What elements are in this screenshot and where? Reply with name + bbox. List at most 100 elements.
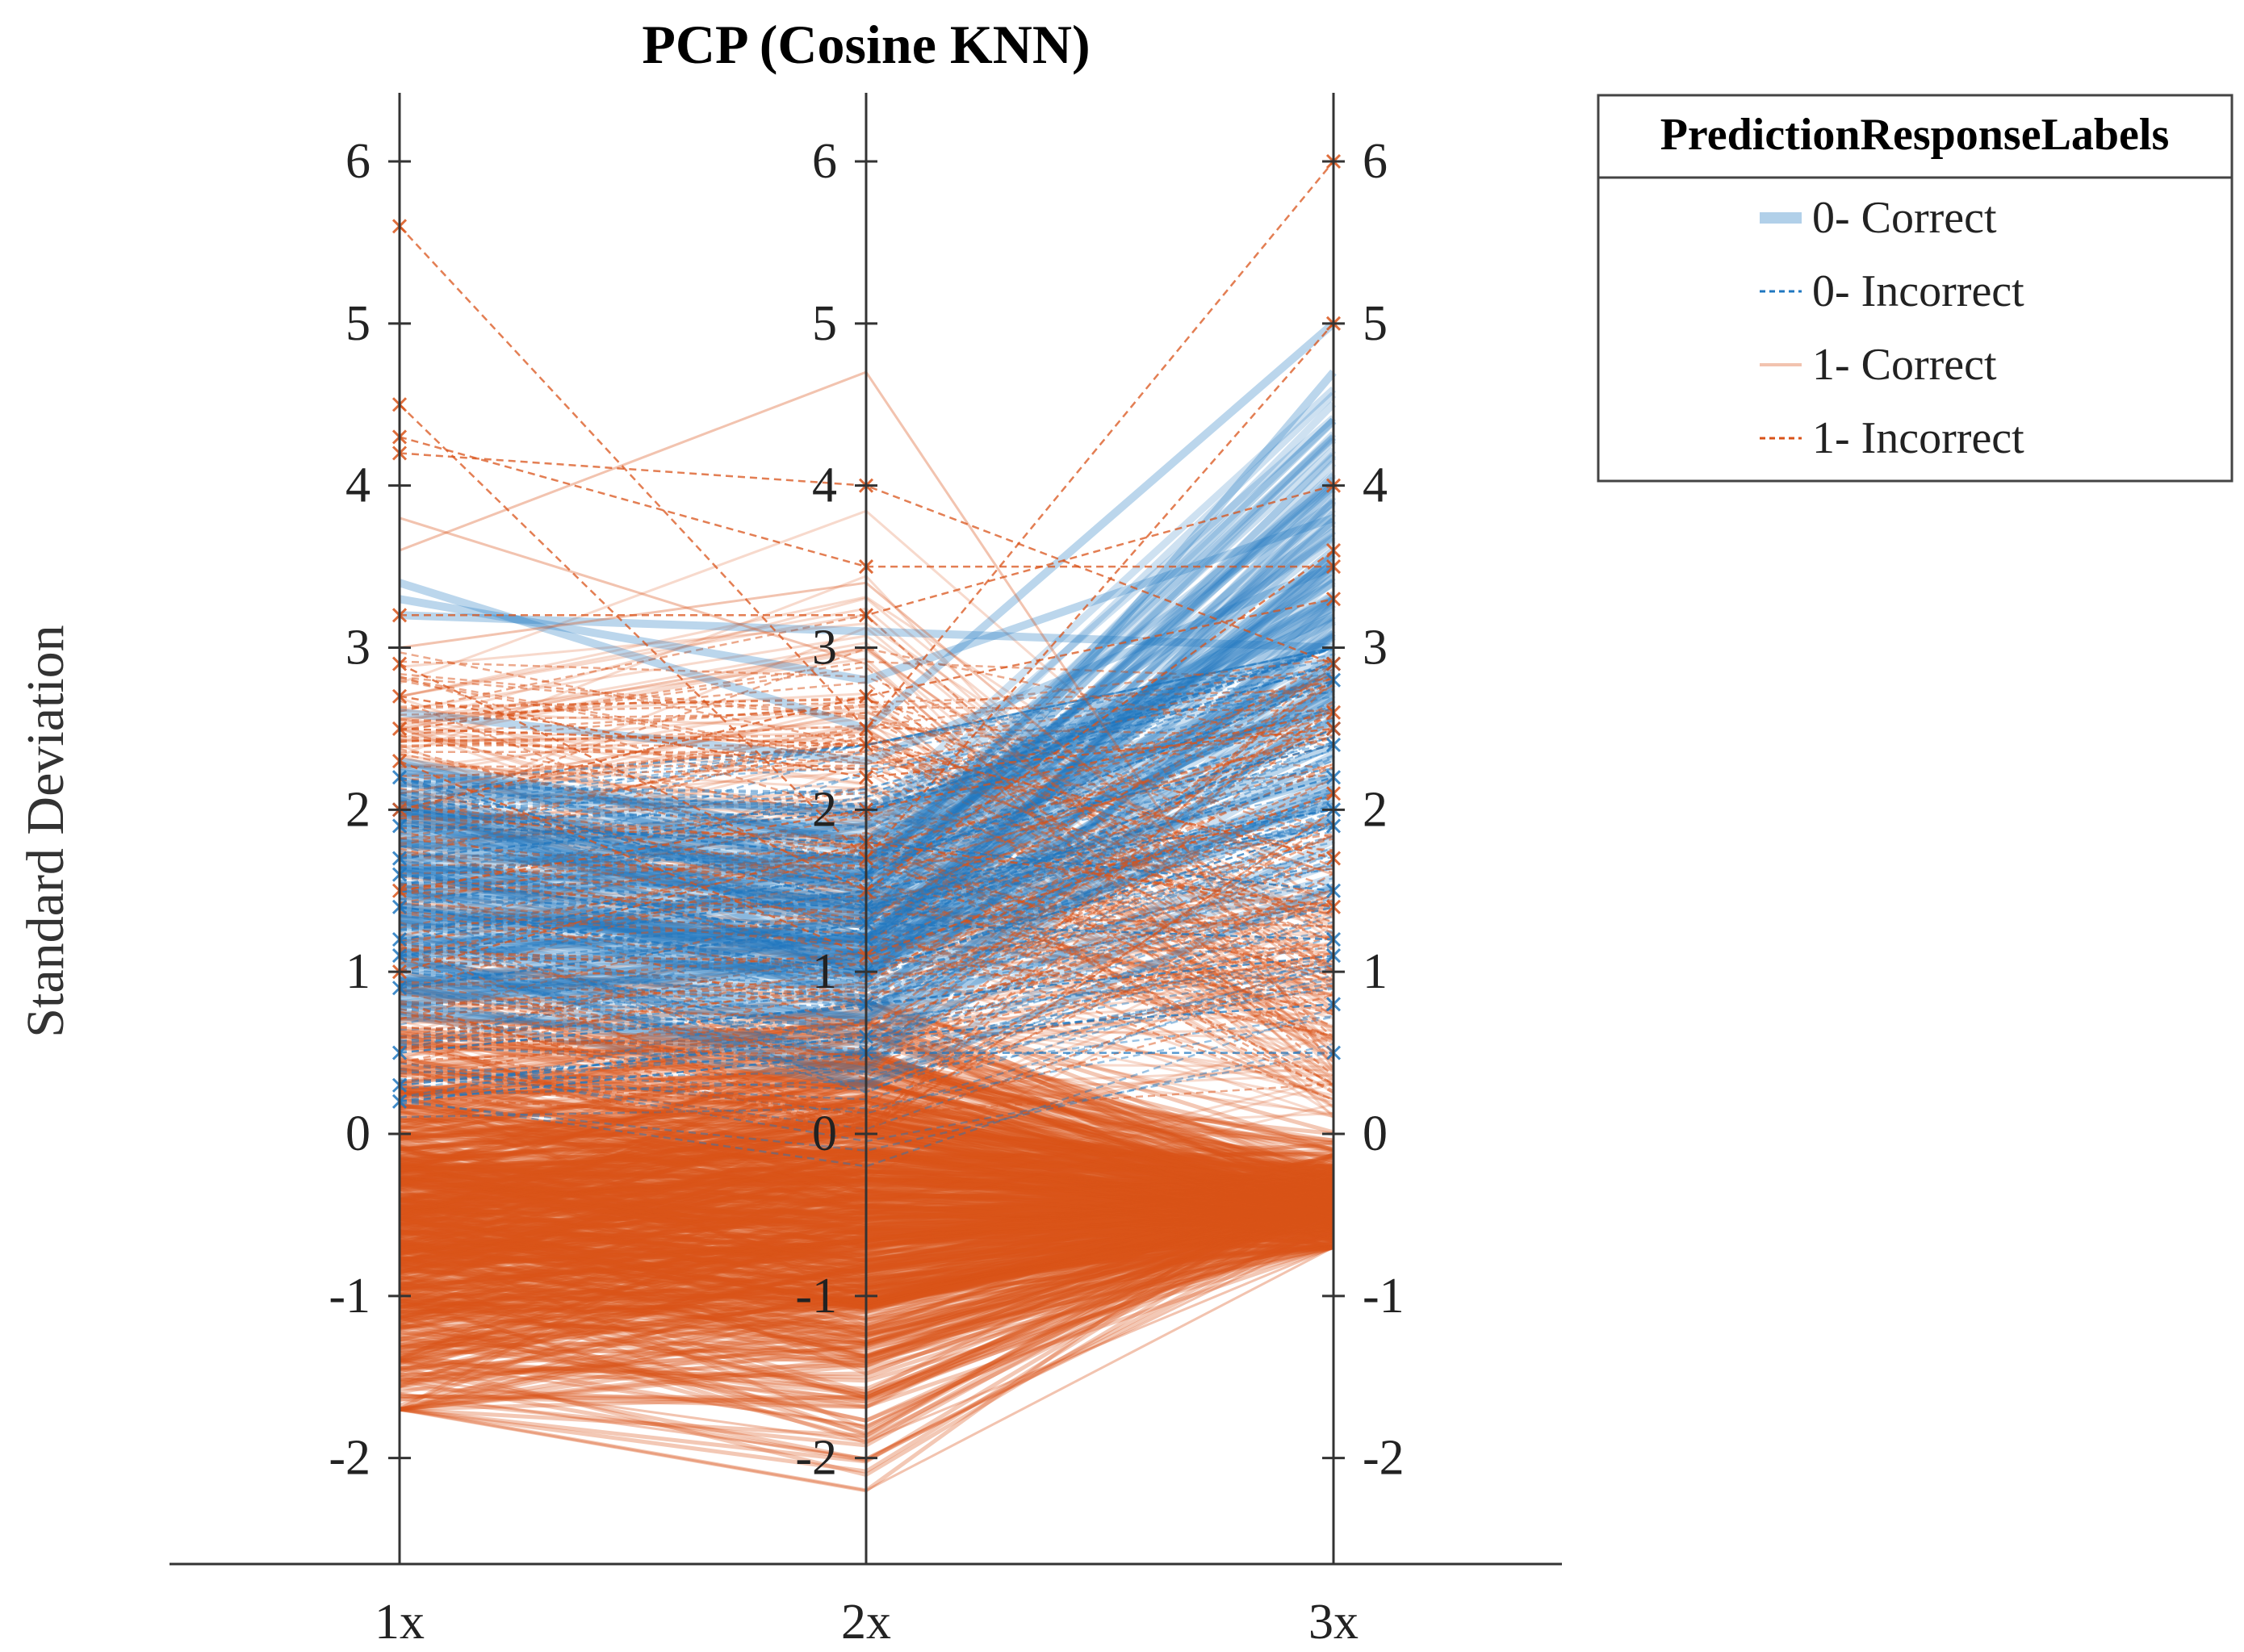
- x-tick-label-1x: 1x: [375, 1595, 425, 1650]
- y-tick-label: 1: [345, 944, 371, 999]
- y-tick-label: 4: [1363, 458, 1388, 513]
- polyline: [399, 1052, 1333, 1103]
- y-tick-label: -1: [795, 1269, 837, 1324]
- y-tick-label: 3: [1363, 621, 1388, 675]
- polyline-0-incorrect: [399, 915, 1334, 1084]
- y-tick-label: 5: [345, 296, 371, 351]
- y-axis-title: Standard Deviation: [16, 625, 75, 1037]
- y-tick-label: 1: [812, 944, 837, 999]
- y-tick-label: 1: [1363, 944, 1388, 999]
- y-tick-label: 2: [345, 782, 371, 837]
- polyline: [399, 776, 1334, 909]
- polyline: [399, 549, 1334, 893]
- polyline-1-incorrect: [399, 902, 1334, 1049]
- y-tick-label: 0: [1363, 1106, 1388, 1161]
- y-tick-label: 2: [812, 782, 837, 837]
- polyline-0-incorrect: [399, 646, 1334, 813]
- x-tick-label-2x: 2x: [841, 1595, 891, 1650]
- polyline-1-incorrect: [399, 703, 1334, 935]
- y-tick-label: 3: [812, 621, 837, 675]
- polyline-1-incorrect: [399, 956, 1334, 1123]
- polyline-1-incorrect: [399, 752, 1334, 924]
- polyline-1-incorrect: [399, 935, 1334, 1065]
- y-tick-label: 6: [345, 134, 371, 189]
- polyline: [399, 161, 1334, 730]
- polyline-1-incorrect: [399, 706, 1334, 1135]
- chart-title: PCP (Cosine KNN): [642, 14, 1090, 75]
- y-tick-label: 4: [812, 458, 837, 513]
- polyline-0-incorrect: [399, 799, 1334, 978]
- y-tick-label: -2: [795, 1431, 837, 1486]
- polyline-1-incorrect: [399, 734, 1334, 889]
- polyline-1-incorrect: [399, 902, 1334, 950]
- polyline-0-incorrect: [399, 921, 1334, 1039]
- polyline-1-incorrect: [399, 803, 1334, 1092]
- ticks-layer: -2 -2 -2 -1 -1 -1 0 0 0 1 1 1 2 2 2 3 3 3 4 4 4 5 5 5 6 6 6: [329, 134, 1404, 1486]
- polyline-1-incorrect: [399, 833, 1334, 1021]
- polyline-1-incorrect: [399, 893, 1334, 1016]
- polyline-1-incorrect: [399, 777, 1334, 978]
- y-tick-label: 0: [812, 1106, 837, 1161]
- polyline-1-incorrect: [399, 1072, 1334, 1116]
- polyline-1-incorrect: [399, 659, 1334, 921]
- polyline: [399, 841, 1334, 973]
- polyline-0-incorrect: [399, 945, 1334, 1007]
- polyline-1-incorrect: [399, 763, 1334, 978]
- polyline-0-incorrect: [399, 974, 1334, 1115]
- polyline-1-incorrect: [399, 726, 1334, 847]
- polyline-1-incorrect: [399, 671, 1334, 944]
- axes-layer: [170, 93, 1562, 1566]
- polyline-1-incorrect: [399, 774, 1334, 830]
- x-tick-label-3x: 3x: [1308, 1595, 1359, 1650]
- legend-title: PredictionResponseLabels: [1660, 110, 2170, 160]
- y-tick-label: 4: [345, 458, 371, 513]
- polyline-1-incorrect: [399, 666, 1334, 1077]
- polyline-1-incorrect: [399, 743, 1334, 864]
- polyline-0-incorrect: [399, 653, 1334, 818]
- y-tick-label: -1: [1363, 1269, 1405, 1324]
- y-tick-label: 3: [345, 621, 371, 675]
- legend: PredictionResponseLabels 0- Correct 0- I…: [1597, 94, 2234, 483]
- y-tick-label: -2: [329, 1431, 371, 1486]
- polyline: [399, 436, 1333, 568]
- polyline-1-incorrect: [399, 662, 1334, 1112]
- polyline-1-incorrect: [399, 676, 1334, 891]
- polyline-1-incorrect: [399, 703, 1334, 1002]
- polyline-0-incorrect: [399, 707, 1334, 933]
- y-tick-label: 0: [345, 1106, 371, 1161]
- y-tick-label: -2: [1363, 1431, 1405, 1486]
- polyline-1-incorrect: [399, 647, 1334, 817]
- polyline-1-incorrect: [399, 809, 1334, 1135]
- polyline-1-incorrect: [399, 820, 1334, 1119]
- polyline-0-incorrect: [399, 835, 1334, 1006]
- polyline-0-incorrect: [399, 1006, 1334, 1168]
- y-tick-label: 2: [1363, 782, 1388, 837]
- x-tick-labels: 1x 2x 3x: [375, 1553, 1359, 1650]
- polyline-1-incorrect: [399, 875, 1334, 1101]
- polyline-1-incorrect: [399, 676, 1334, 830]
- legend-label-0-incorrect: 0- Incorrect: [1812, 266, 2024, 316]
- polyline-0-incorrect: [399, 805, 1334, 977]
- polyline: [399, 743, 1334, 859]
- y-tick-label: 5: [1363, 296, 1388, 351]
- polyline-1-incorrect: [399, 725, 1334, 771]
- legend-box: [1597, 94, 2234, 483]
- polyline: [399, 727, 1334, 941]
- legend-label-1-correct: 1- Correct: [1812, 340, 1997, 390]
- polyline-0-incorrect: [399, 1043, 1334, 1152]
- polyline: [399, 452, 1334, 665]
- polyline-0-incorrect: [399, 646, 1334, 796]
- polyline-0-incorrect: [399, 776, 1334, 937]
- polyline-0-incorrect: [399, 719, 1334, 951]
- y-tick-label: 6: [812, 134, 837, 189]
- polyline-1-incorrect: [399, 814, 1334, 1085]
- polyline-1-incorrect: [399, 763, 1334, 893]
- y-tick-label: 5: [812, 296, 837, 351]
- y-tick-label: 6: [1363, 134, 1388, 189]
- legend-label-0-correct: 0- Correct: [1812, 193, 1997, 243]
- legend-label-1-incorrect: 1- Incorrect: [1812, 413, 2024, 463]
- polyline: [399, 598, 1334, 811]
- polyline: [399, 1003, 1334, 1087]
- y-tick-label: -1: [329, 1269, 371, 1324]
